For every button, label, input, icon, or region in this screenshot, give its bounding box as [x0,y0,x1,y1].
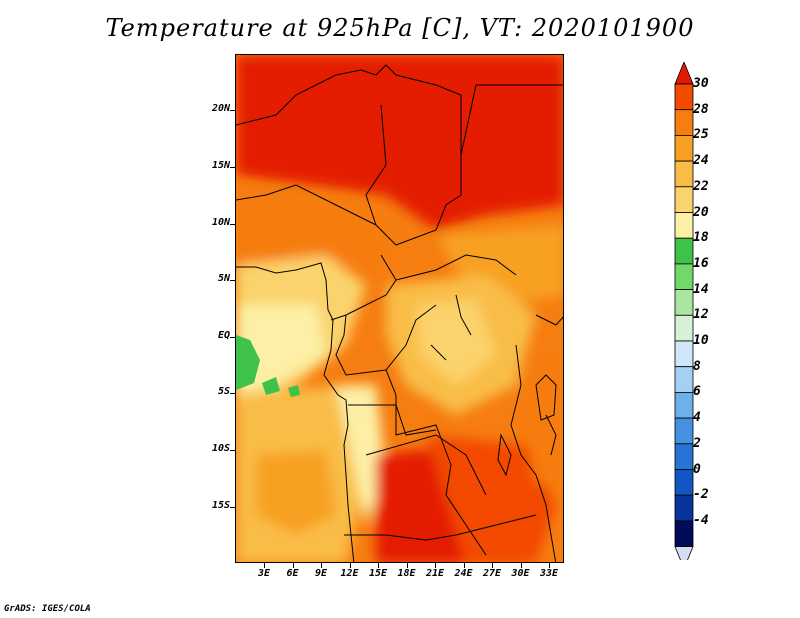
colorbar-segment [674,366,694,393]
colorbar-label: 25 [693,127,709,143]
colorbar-label: 2 [693,435,701,451]
chart-title: Temperature at 925hPa [C], VT: 202010190… [105,14,695,42]
colorbar-label: 28 [693,101,709,117]
colorbar-segment [674,417,694,445]
lat-label: 20N [211,103,230,114]
colorbar-label: 16 [693,255,709,271]
lon-tick [321,563,322,568]
temperature-field [236,55,563,562]
colorbar-segment [674,263,694,290]
lon-label: 33E [539,568,559,579]
cool-sea-patch [288,385,300,397]
colorbar-label: 14 [693,281,709,297]
lon-label: 3E [257,568,271,579]
lat-tick [230,224,235,225]
colorbar-segment [674,135,694,162]
colorbar-label: 18 [693,230,709,246]
lat-tick [230,110,235,111]
lat-tick [230,280,235,281]
colorbar-segment [674,520,694,547]
lat-label: 5S [217,386,230,397]
lon-tick [406,563,408,568]
cool-sea-patch [262,377,280,395]
colorbar-label: 8 [693,358,701,374]
colorbar-label: 30 [693,76,709,91]
lon-label: 21E [425,568,445,579]
colorbar-segment [674,314,694,342]
colorbar-segment [674,83,694,111]
colorbar-label: 24 [693,153,709,169]
lon-tick [520,563,522,568]
colorbar-segment [674,237,694,265]
colorbar-segment [674,212,694,239]
colorbar-label: 20 [693,204,709,220]
lat-label: 10S [211,443,230,454]
lon-tick [549,563,550,568]
lat-label: 15N [211,160,230,171]
colorbar-label: 10 [693,333,709,348]
temperature-map [235,54,564,563]
lon-label: 15E [368,568,388,579]
colorbar-label: 6 [693,384,701,400]
lon-label: 24E [454,568,473,579]
lon-tick [292,563,294,568]
colorbar-label: -4 [693,512,709,528]
lon-tick [264,563,265,568]
colorbar-segment [674,160,694,188]
colorbar-label: -2 [693,487,709,503]
colorbar-top-arrow [674,62,694,85]
colorbar-bottom-arrow [674,546,694,560]
colorbar-segment [674,109,694,136]
colorbar-label: 12 [693,307,709,323]
lon-label: 18E [397,568,416,579]
country-borders [236,64,563,562]
map-field-svg [236,55,563,562]
lon-label: 12E [340,568,359,579]
lat-label: 5N [217,273,230,284]
lon-tick [492,563,493,568]
colorbar-segment [674,391,694,419]
colorbar-segment [674,340,694,368]
colorbar-segment [674,494,694,522]
colorbar-segment [674,289,694,316]
lat-label: EQ [217,330,230,341]
colorbar-segment [674,469,694,496]
lat-tick [230,507,235,508]
lon-tick [435,563,436,568]
lon-label: 30E [511,568,530,579]
lat-tick [230,167,235,168]
colorbar-label: 22 [693,178,709,194]
lon-label: 27E [482,568,502,579]
lon-tick [463,563,465,568]
lat-tick [230,337,235,338]
colorbar-segment [674,186,694,213]
lat-tick [230,450,235,451]
lat-label: 10N [211,217,230,228]
lon-tick [378,563,379,568]
colorbar-segment [674,443,694,470]
lon-tick [349,563,351,568]
lat-label: 15S [211,500,230,511]
lon-label: 6E [286,568,299,579]
lon-label: 9E [314,568,328,579]
cool-sea-patch [236,335,260,390]
colorbar-label: 0 [693,461,701,477]
grads-credit: GrADS: IGES/COLA [4,604,91,614]
colorbar [674,62,694,560]
lat-tick [230,393,235,394]
colorbar-label: 4 [693,410,701,426]
